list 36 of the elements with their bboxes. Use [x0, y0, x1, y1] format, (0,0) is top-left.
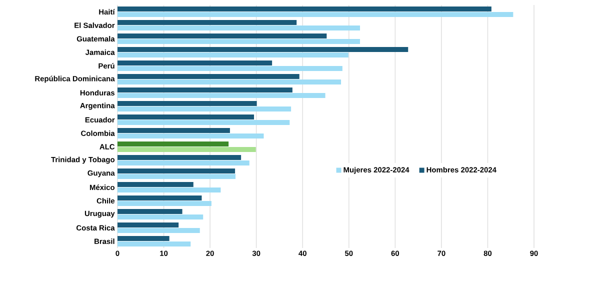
bar: [118, 79, 342, 84]
bar: [118, 133, 264, 138]
bar: [118, 101, 257, 106]
bar: [118, 222, 179, 228]
bar: [118, 88, 292, 93]
bar: [118, 209, 182, 214]
bar: [118, 146, 256, 152]
bar: [118, 196, 202, 201]
bar: [118, 142, 229, 147]
bar: [118, 92, 326, 98]
bar: [118, 187, 221, 192]
bar: [118, 60, 272, 66]
bar: [118, 214, 204, 220]
bar: [118, 228, 200, 233]
bar: [118, 200, 212, 206]
bar: [118, 160, 250, 166]
bar: [118, 168, 236, 174]
bar: [118, 182, 194, 188]
bar: [118, 52, 348, 58]
bar: [118, 34, 327, 39]
bar: [118, 66, 342, 71]
bar: [118, 106, 292, 112]
bar: [118, 12, 514, 17]
bar: [118, 6, 492, 12]
bar: [118, 47, 408, 52]
bar: [118, 20, 297, 26]
bar: [118, 128, 230, 134]
bar: [118, 236, 170, 242]
bar: [118, 74, 300, 80]
bar: [118, 241, 191, 246]
bar: [118, 120, 290, 125]
bar: [118, 155, 242, 160]
bar: [118, 38, 360, 44]
bar: [118, 174, 236, 179]
bar: [118, 114, 254, 120]
bar: [118, 25, 360, 30]
